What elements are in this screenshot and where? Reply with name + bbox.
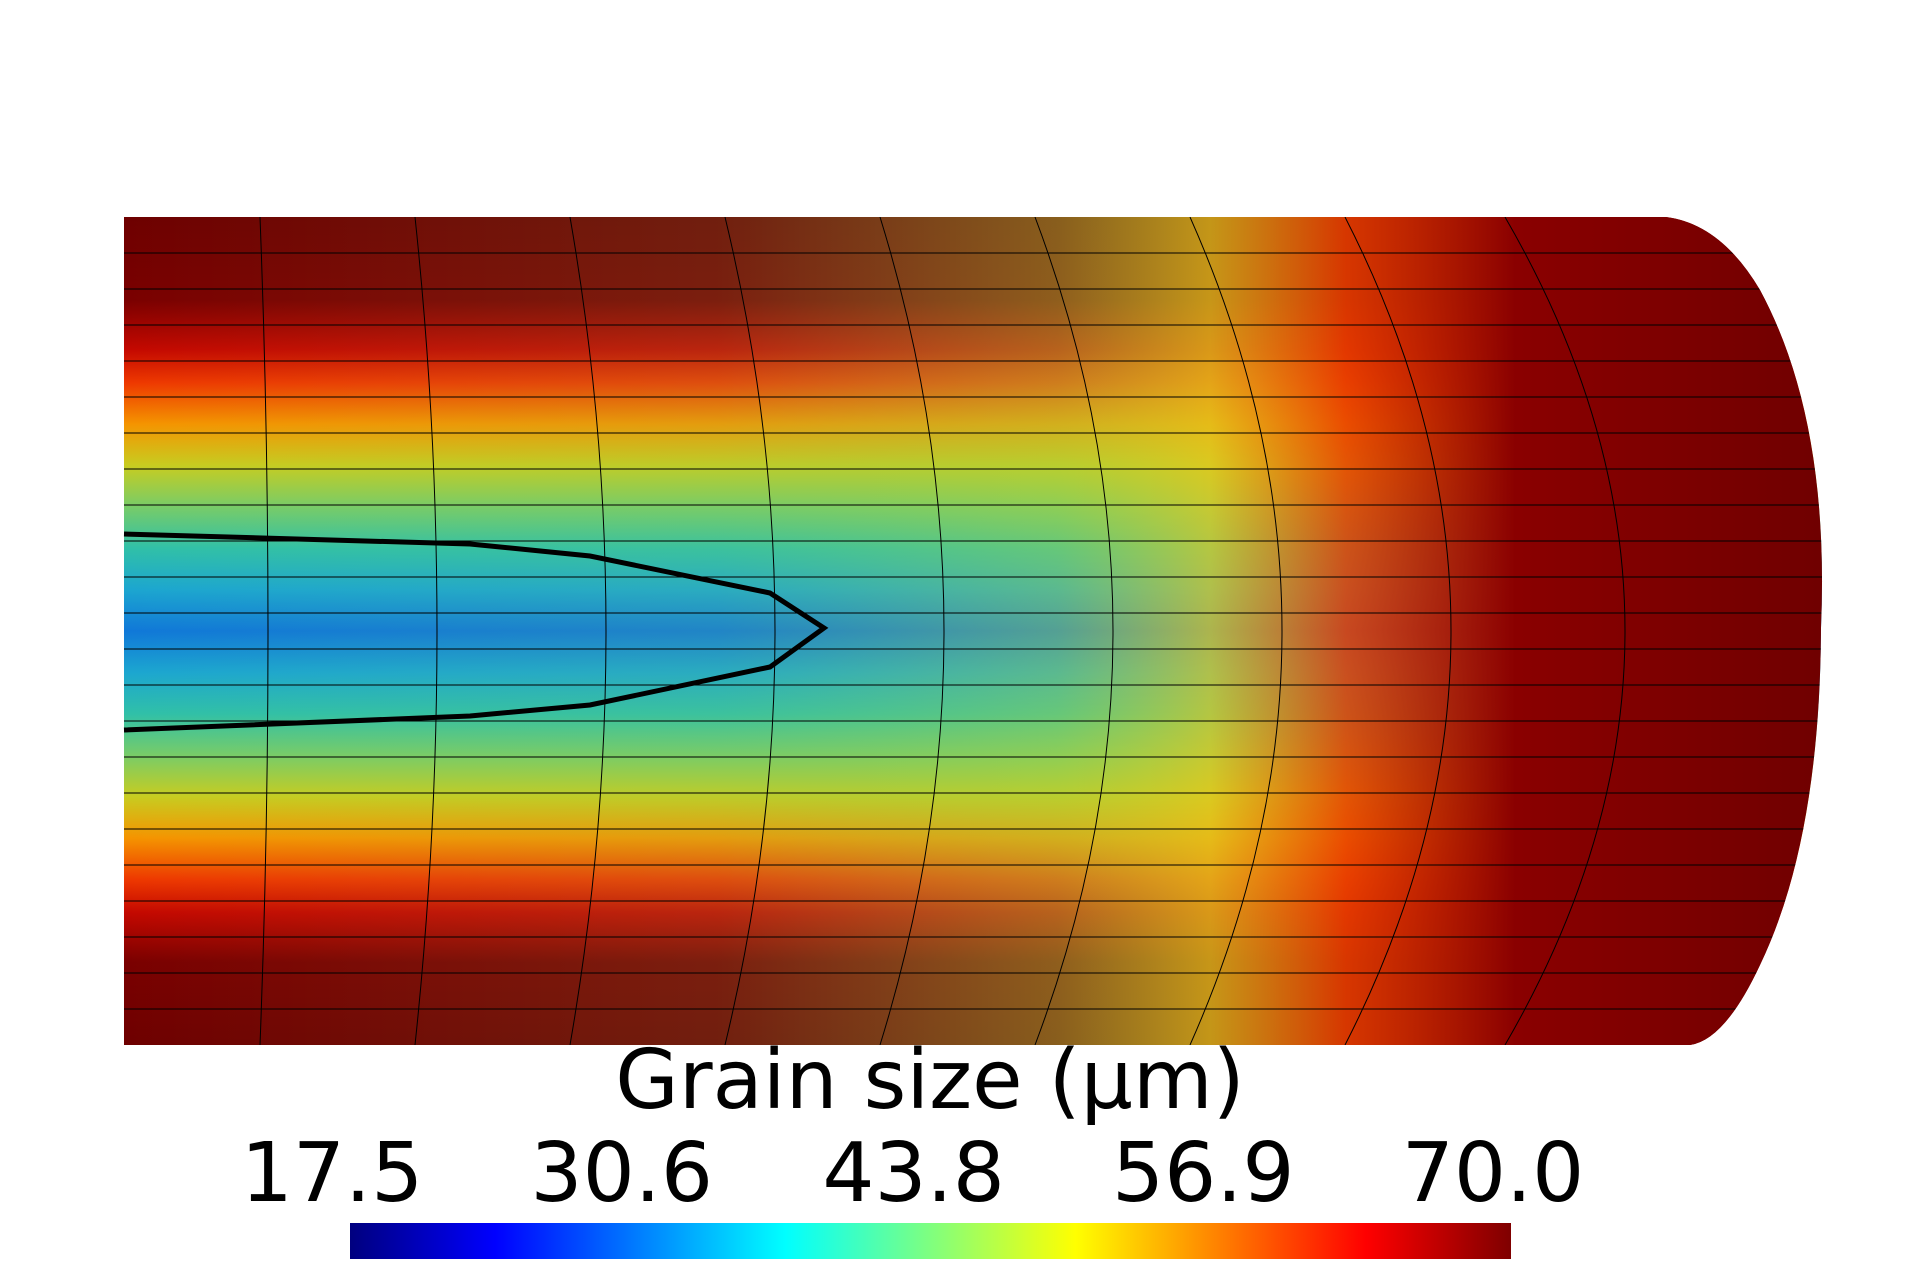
mesh-line bbox=[1344, 217, 1452, 1045]
mesh-line bbox=[724, 217, 776, 1045]
mesh-line bbox=[259, 217, 269, 1045]
contour-line bbox=[123, 531, 829, 733]
colorbar bbox=[350, 1223, 1511, 1259]
field-overlay bbox=[124, 217, 1823, 1045]
colorbar-title: Grain size (μm) bbox=[615, 1033, 1244, 1128]
colorbar-tick-label: 43.8 bbox=[822, 1126, 1005, 1221]
colorbar-tick-label: 17.5 bbox=[241, 1126, 424, 1221]
mesh-line bbox=[1034, 217, 1114, 1045]
mesh-line bbox=[414, 217, 438, 1045]
mesh-line bbox=[1504, 217, 1626, 1045]
colorbar-tick-label: 70.0 bbox=[1402, 1126, 1585, 1221]
colorbar-ticks: 17.5 30.6 43.8 56.9 70.0 bbox=[241, 1126, 1585, 1221]
mesh-line bbox=[879, 217, 945, 1045]
colorbar-tick-label: 56.9 bbox=[1112, 1126, 1295, 1221]
mesh-line bbox=[1189, 217, 1283, 1045]
mesh-line bbox=[569, 217, 607, 1045]
field bbox=[124, 217, 1823, 1045]
colorbar-tick-label: 30.6 bbox=[530, 1126, 713, 1221]
